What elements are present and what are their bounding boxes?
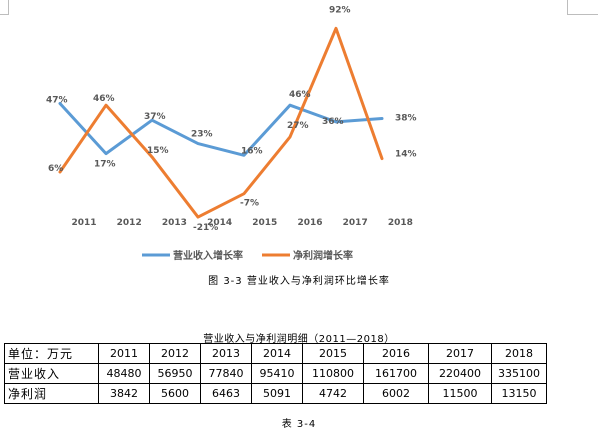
figure-caption: 图 3-3 营业收入与净利润环比增长率 xyxy=(208,276,390,287)
legend-label-revenue: 营业收入增长率 xyxy=(173,249,243,262)
x-tick-label: 2014 xyxy=(207,218,232,228)
profit-data-label: 6% xyxy=(48,164,63,174)
table-row-header: 单位：万元 xyxy=(4,343,99,364)
table-cell: 2013 xyxy=(200,343,252,364)
table-cell: 95410 xyxy=(251,363,303,384)
x-tick-label: 2017 xyxy=(343,218,368,228)
table-cell: 2014 xyxy=(251,343,303,364)
revenue-data-label: 36% xyxy=(322,117,344,127)
table-row-header: 营业收入 xyxy=(4,363,99,384)
table-header-row: 单位：万元 2011 2012 2013 2014 2015 2016 2017 2018 xyxy=(4,343,547,364)
revenue-data-label: 16% xyxy=(241,146,263,156)
legend-label-profit: 净利润增长率 xyxy=(293,249,353,262)
table-cell: 2011 xyxy=(98,343,150,364)
x-tick-label: 2013 xyxy=(162,218,187,228)
revenue-data-label: 37% xyxy=(144,112,166,122)
revenue-data-label: 38% xyxy=(395,114,417,124)
profit-data-label: 15% xyxy=(147,146,169,156)
table-cell: 77840 xyxy=(200,363,252,384)
profit-data-label: 46% xyxy=(93,94,115,104)
revenue-data-label: 47% xyxy=(46,96,68,106)
profit-data-label: 27% xyxy=(287,121,309,131)
profit-data-label: 14% xyxy=(395,150,417,160)
table-title: 营业收入与净利润明细（2011—2018） xyxy=(203,334,395,345)
table-caption: 表 3-4 xyxy=(281,419,317,430)
table-cell: 2016 xyxy=(363,343,429,364)
table-cell: 56950 xyxy=(149,363,201,384)
table-row-header: 净利润 xyxy=(4,383,99,404)
table-cell: 2015 xyxy=(302,343,364,364)
table-cell: 48480 xyxy=(98,363,150,384)
table-cell: 13150 xyxy=(491,383,547,404)
table-cell: 2017 xyxy=(428,343,492,364)
table-cell: 161700 xyxy=(363,363,429,384)
table-cell: 5091 xyxy=(251,383,303,404)
revenue-data-label: 46% xyxy=(289,90,311,100)
growth-rate-line-chart: 47% 17% 37% 23% 16% 46% 36% 38% 6% 46% 15% -21% -7% 2… xyxy=(46,5,417,262)
table-cell: 3842 xyxy=(98,383,150,404)
table-cell: 6002 xyxy=(363,383,429,404)
table-cell: 2012 xyxy=(149,343,201,364)
table-cell: 4742 xyxy=(302,383,364,404)
table-cell: 335100 xyxy=(491,363,547,384)
x-tick-label: 2018 xyxy=(388,218,413,228)
profit-data-label: -21% xyxy=(193,223,218,233)
page-corner-mark-left xyxy=(0,0,9,15)
table-cell: 11500 xyxy=(428,383,492,404)
revenue-data-label: 17% xyxy=(94,160,116,170)
x-tick-label: 2016 xyxy=(297,218,322,228)
x-tick-label: 2015 xyxy=(252,218,277,228)
x-tick-label: 2012 xyxy=(117,218,142,228)
table-cell: 220400 xyxy=(428,363,492,384)
x-tick-label: 2011 xyxy=(71,218,96,228)
revenue-profit-table: 单位：万元 2011 2012 2013 2014 2015 2016 2017 2018 营业收… xyxy=(4,343,547,404)
table-cell: 6463 xyxy=(200,383,252,404)
table-cell: 2018 xyxy=(491,343,547,364)
table-row: 净利润 3842 5600 6463 5091 4742 6002 11500 13150 xyxy=(4,383,547,404)
table-row: 营业收入 48480 56950 77840 95410 110800 161700 2204… xyxy=(4,363,547,384)
table-cell: 110800 xyxy=(302,363,364,384)
revenue-growth-line xyxy=(58,102,384,157)
profit-data-label: 92% xyxy=(329,5,351,15)
profit-growth-line xyxy=(58,26,384,219)
table-cell: 5600 xyxy=(149,383,201,404)
profit-data-label: -7% xyxy=(240,199,259,209)
revenue-data-label: 23% xyxy=(191,130,213,140)
page-corner-mark-right xyxy=(567,0,598,15)
